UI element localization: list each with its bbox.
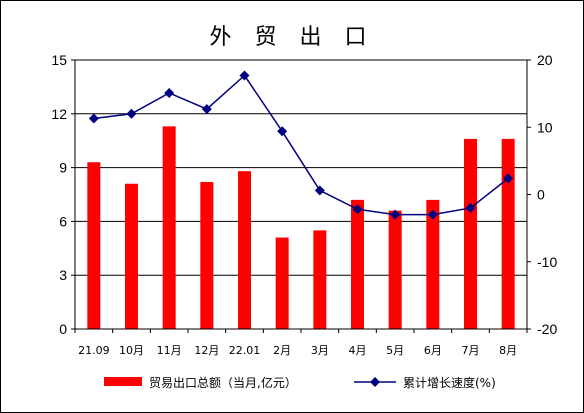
bar (238, 171, 251, 329)
bar-series (87, 126, 515, 329)
line-point (352, 204, 363, 215)
axes: 0 3 6 9 12 15 -20 -10 0 10 20 21.09 10月 11月 12月 22.01 2月… (51, 52, 557, 357)
x-tick-label: 7月 (462, 344, 480, 357)
line-series (88, 70, 514, 220)
legend-marker (370, 377, 380, 387)
plot-border (74, 59, 528, 330)
legend-bar-swatch (104, 377, 142, 386)
line-point (88, 113, 99, 124)
line-point (314, 185, 325, 196)
legend-label: 累计增长速度(%) (403, 375, 496, 390)
line-point (164, 87, 175, 98)
x-tick-label: 3月 (311, 344, 329, 357)
bar (275, 237, 289, 329)
y-left-tick-label: 12 (51, 106, 67, 122)
bar (501, 138, 515, 329)
bar (351, 199, 364, 329)
bar (162, 126, 176, 329)
y-left-tick-label: 3 (59, 267, 67, 283)
x-tick-label: 21.09 (78, 344, 110, 357)
x-tick-label: 8月 (499, 344, 517, 357)
line-point (201, 104, 212, 115)
y-left-tick-label: 9 (59, 160, 67, 176)
x-tick-label: 2月 (273, 344, 291, 357)
x-tick-label: 11月 (157, 344, 182, 357)
chart-title: 外 贸 出 口 (210, 25, 375, 50)
line-point (239, 70, 250, 81)
line-point (277, 126, 288, 137)
y-right-tick-label: 20 (537, 52, 553, 68)
y-left-tick-label: 0 (59, 321, 67, 337)
bar (313, 230, 327, 329)
x-tick-label: 6月 (424, 344, 442, 357)
bar (87, 162, 101, 329)
x-tick-label: 22.01 (229, 344, 261, 357)
series-line (93, 74, 509, 216)
x-tick-label: 12月 (194, 344, 219, 357)
x-tick-label: 10月 (119, 344, 144, 357)
y-right-tick-label: -20 (537, 321, 557, 337)
legend: 贸易出口总额（当月,亿元） 累计增长速度(%) (104, 375, 496, 390)
bar (426, 199, 440, 329)
bar (388, 210, 402, 329)
x-tick-label: 4月 (349, 344, 367, 357)
y-right-tick-label: -10 (537, 254, 557, 270)
line-point (390, 209, 401, 220)
bar (125, 183, 138, 329)
bar (200, 181, 214, 329)
y-left-tick-label: 6 (59, 213, 67, 229)
line-point (465, 202, 476, 213)
line-point (126, 108, 137, 119)
line-point (427, 209, 438, 220)
legend-label: 贸易出口总额（当月,亿元） (149, 375, 297, 390)
y-right-tick-label: 10 (537, 119, 553, 135)
y-left-tick-label: 15 (51, 52, 67, 68)
y-right-tick-label: 0 (537, 187, 545, 203)
x-tick-label: 5月 (386, 344, 404, 357)
bar (464, 138, 477, 329)
grid-lines (75, 113, 527, 276)
line-point (503, 173, 514, 184)
